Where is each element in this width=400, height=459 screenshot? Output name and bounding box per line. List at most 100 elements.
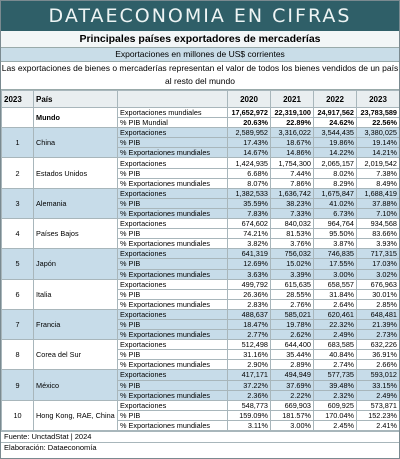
value-cell: 7.44% (270, 167, 314, 179)
col-header: 2022 (313, 90, 357, 108)
value-cell: 577,735 (313, 369, 357, 381)
value-cell: 3.63% (227, 268, 271, 280)
value-cell: 2.62% (270, 329, 314, 341)
value-cell: 934,568 (356, 218, 399, 230)
country-cell: Mundo (33, 106, 118, 129)
indicator-cell: % Exportaciones mundiales (117, 177, 228, 189)
country-cell: China (33, 127, 118, 159)
indicator-cell: Exportaciones mundiales (117, 106, 228, 119)
indicator-cell: Exportaciones (117, 127, 228, 139)
value-cell: 632,226 (356, 339, 399, 351)
indicator-cell: % PIB (117, 167, 228, 179)
value-cell: 2.66% (356, 359, 399, 371)
value-cell: 1,688,419 (356, 187, 399, 199)
value-cell: 2.32% (313, 389, 357, 401)
indicator-cell: % Exportaciones mundiales (117, 207, 228, 220)
value-cell: 81.53% (270, 228, 314, 240)
value-cell: 488,637 (227, 308, 271, 320)
value-cell: 746,835 (313, 248, 357, 260)
value-cell: 31.84% (313, 288, 357, 300)
table-row: 1 China Exportaciones 2,589,952 3,316,022 3,5… (1, 127, 399, 159)
value-cell: 24.62% (313, 117, 357, 129)
value-cell: 3.02% (356, 268, 399, 280)
value-cell: 6.68% (227, 167, 271, 179)
value-cell: 609,925 (313, 399, 357, 411)
value-cell: 74.21% (227, 228, 271, 240)
indicator-cell: Exportaciones (117, 248, 228, 260)
table-title: Principales países exportadores de merca… (1, 31, 399, 48)
indicator-cell: Exportaciones (117, 218, 228, 230)
indicator-cell: % PIB (117, 288, 228, 300)
rank-cell: 1 (1, 127, 34, 159)
value-cell: 2.90% (227, 359, 271, 371)
value-cell: 2.45% (313, 419, 357, 432)
indicator-cell: % PIB (117, 409, 228, 421)
value-cell: 33.15% (356, 379, 399, 391)
value-cell: 6.73% (313, 207, 357, 220)
rank-cell: 3 (1, 187, 34, 220)
value-cell: 35.59% (227, 197, 271, 209)
value-cell: 3.11% (227, 419, 271, 432)
value-cell: 30.01% (356, 288, 399, 300)
value-cell: 2.73% (356, 329, 399, 341)
value-cell: 8.07% (227, 177, 271, 189)
value-cell: 3.93% (356, 238, 399, 250)
value-cell: 28.55% (270, 288, 314, 300)
indicator-cell: % Exportaciones mundiales (117, 268, 228, 280)
credit: Elaboración: Dataeconomía (1, 442, 399, 453)
value-cell: 24,917,562 (313, 106, 357, 119)
value-cell: 3,316,022 (270, 127, 314, 139)
value-cell: 2.41% (356, 419, 399, 432)
value-cell: 18.67% (270, 137, 314, 149)
indicator-cell: Exportaciones (117, 339, 228, 351)
country-cell: Países Bajos (33, 218, 118, 250)
table-row: % PIB 35.59% 38.23% 41.02% 37.88% (2, 197, 399, 209)
value-cell: 170.04% (313, 409, 357, 421)
rank-cell: 9 (1, 369, 34, 401)
value-cell: 683,585 (313, 339, 357, 351)
value-cell: 26.36% (227, 288, 271, 300)
value-cell: 573,871 (356, 399, 399, 411)
value-cell: 512,498 (227, 339, 271, 351)
value-cell: 19.14% (356, 137, 399, 149)
value-cell: 3.39% (270, 268, 314, 280)
value-cell: 1,675,847 (313, 187, 357, 199)
table-row: % PIB Mundial 20.63% 22.89% 24.62% 22.56% (2, 117, 399, 129)
value-cell: 37.69% (270, 379, 314, 391)
description: Las exportaciones de bienes o mercadería… (1, 62, 399, 90)
value-cell: 7.86% (270, 177, 314, 189)
table-row: 9 México Exportaciones 417,171 494,949 577,73… (1, 369, 399, 401)
value-cell: 585,021 (270, 308, 314, 320)
value-cell: 17.55% (313, 258, 357, 270)
table-row: 8 Corea del Sur Exportaciones 512,498 644,40… (1, 339, 399, 371)
value-cell: 717,315 (356, 248, 399, 260)
col-header (117, 90, 228, 108)
table-row: 3 Alemania Exportaciones 1,382,533 1,636,742… (1, 187, 399, 220)
rank-cell: 8 (1, 339, 34, 371)
table-row: % Exportaciones mundiales 2.83% 2.76% 2.64%… (2, 298, 399, 310)
source: Fuente: UnctadStat | 2024 (1, 431, 399, 442)
indicator-cell: % PIB (117, 318, 228, 331)
table-row: % Exportaciones mundiales 7.83% 7.33% 6.73%… (2, 207, 399, 220)
value-cell: 417,171 (227, 369, 271, 381)
rank-cell (1, 106, 34, 129)
indicator-cell: Exportaciones (117, 308, 228, 320)
value-cell: 17.43% (227, 137, 271, 149)
country-cell: Francia (33, 308, 118, 341)
value-cell: 3,380,025 (356, 127, 399, 139)
col-header: 2023 (356, 90, 399, 108)
col-header: 2023 (1, 90, 34, 108)
value-cell: 644,400 (270, 339, 314, 351)
value-cell: 2.64% (313, 298, 357, 310)
table-row: % Exportaciones mundiales 8.07% 7.86% 8.29%… (2, 177, 399, 189)
value-cell: 3.82% (227, 238, 271, 250)
value-cell: 1,636,742 (270, 187, 314, 199)
table-row: % Exportaciones mundiales 2.36% 2.22% 2.32%… (2, 389, 399, 401)
value-cell: 2,019,542 (356, 157, 399, 169)
country-cell: México (33, 369, 118, 401)
table-row: % PIB 37.22% 37.69% 39.48% 33.15% (2, 379, 399, 391)
indicator-cell: Exportaciones (117, 278, 228, 290)
indicator-cell: % Exportaciones mundiales (117, 238, 228, 250)
value-cell: 648,481 (356, 308, 399, 320)
value-cell: 95.50% (313, 228, 357, 240)
